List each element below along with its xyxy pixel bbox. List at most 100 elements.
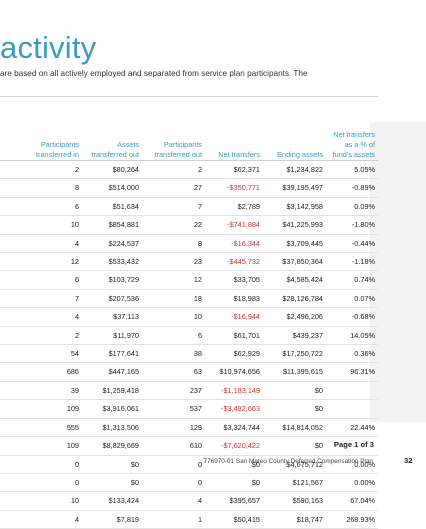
- table-cell: 0.36%: [326, 344, 378, 364]
- column-header-line: transferred out: [154, 150, 202, 159]
- table-cell: $1,313,506: [82, 418, 142, 438]
- table-cell: $533,432: [82, 252, 142, 272]
- table-cell: [326, 436, 378, 456]
- table-cell: $51,634: [82, 197, 142, 217]
- table-cell: 0: [142, 455, 205, 474]
- table-cell: 23: [142, 252, 205, 272]
- table-cell: -$3,482,663: [205, 399, 263, 419]
- table-cell: 12: [142, 270, 205, 290]
- table-row: 39 $1,259,418 237 -$1,183,149 $0: [0, 381, 378, 401]
- column-header-line: transferred in: [36, 150, 79, 159]
- table-cell: 39: [0, 381, 82, 401]
- table-cell: -$445,732: [205, 252, 263, 272]
- table-cell: 0.74%: [326, 270, 378, 290]
- table-cell: $7,819: [82, 510, 142, 529]
- table-cell: 537: [142, 399, 205, 419]
- table-cell: -1.80%: [326, 215, 378, 235]
- column-header-line: fund's assets: [332, 150, 375, 159]
- table-cell: 1: [142, 510, 205, 529]
- table-cell: $2,789: [205, 197, 263, 217]
- table-cell: $4,585,424: [263, 270, 326, 290]
- table-cell: $0: [263, 436, 326, 456]
- table-cell: 10: [0, 215, 82, 235]
- table-cell: -$16,944: [205, 307, 263, 327]
- table-cell: 129: [142, 418, 205, 438]
- table-cell: 109: [0, 436, 82, 456]
- table-cell: 0.09%: [326, 197, 378, 217]
- table-cell: $3,916,061: [82, 399, 142, 419]
- table-row: 10 $854,881 22 -$741,884 $41,225,993 -1.80%: [0, 215, 378, 235]
- table-cell: $8,829,669: [82, 436, 142, 456]
- table-cell: 2: [142, 160, 205, 180]
- table-cell: 2: [0, 326, 82, 346]
- table-cell: 4: [0, 234, 82, 254]
- table-row: 54 $177,641 38 $62,929 $17,250,722 0.36%: [0, 344, 378, 364]
- column-header-line: Participants: [40, 140, 79, 149]
- table-cell: $395,657: [205, 491, 263, 511]
- table-cell: $0: [205, 455, 263, 474]
- table-cell: 6: [0, 270, 82, 290]
- intro-text: are based on all actively employed and s…: [0, 69, 308, 78]
- table-cell: $121,567: [263, 473, 326, 493]
- column-header: Participants transferred out: [142, 127, 205, 161]
- table-cell: 7: [142, 197, 205, 217]
- table-cell: $447,165: [82, 362, 142, 382]
- transfers-table: Participants transferred in Assets transfer…: [0, 127, 378, 529]
- column-header: Ending assets: [263, 127, 326, 161]
- page-title: activity: [0, 30, 97, 65]
- table-cell: 27: [142, 178, 205, 198]
- table-row: 2 $11,970 6 $61,701 $439,237 14.05%: [0, 326, 378, 346]
- column-header-line: Ending assets: [277, 150, 323, 159]
- table-row: 10 $133,424 4 $395,657 $590,163 67.04%: [0, 491, 378, 511]
- table-cell: 0.00%: [326, 455, 378, 474]
- table-cell: 237: [142, 381, 205, 401]
- table-row: 6 $51,634 7 $2,789 $3,142,958 0.09%: [0, 197, 378, 217]
- column-header: Net transfers as a % of fund's assets: [326, 127, 378, 161]
- table-cell: $37,113: [82, 307, 142, 327]
- table-cell: 6: [0, 197, 82, 217]
- table-cell: -0.44%: [326, 234, 378, 254]
- table-cell: -$7,620,422: [205, 436, 263, 456]
- table-cell: 686: [0, 362, 82, 382]
- column-header-line: Net transfers: [333, 130, 375, 139]
- table-header-row: Participants transferred in Assets transfer…: [0, 127, 378, 161]
- table-row: 4 $224,537 8 -$16,344 $3,709,445 -0.44%: [0, 234, 378, 254]
- table-cell: $0: [263, 381, 326, 401]
- table-cell: 0: [0, 473, 82, 493]
- table-cell: $33,705: [205, 270, 263, 290]
- table-cell: $41,225,993: [263, 215, 326, 235]
- table-cell: $11,970: [82, 326, 142, 346]
- page-number: 32: [404, 456, 413, 465]
- table-cell: 0.07%: [326, 289, 378, 309]
- table-cell: 8: [142, 234, 205, 254]
- table-cell: $854,881: [82, 215, 142, 235]
- table-cell: [326, 399, 378, 419]
- divider: [0, 96, 378, 97]
- table-cell: $3,324,744: [205, 418, 263, 438]
- table-cell: $2,496,206: [263, 307, 326, 327]
- table-cell: 8: [0, 178, 82, 198]
- table-cell: $10,974,656: [205, 362, 263, 382]
- table-cell: $18,983: [205, 289, 263, 309]
- table-cell: 18: [142, 289, 205, 309]
- table-cell: $0: [263, 399, 326, 419]
- table-cell: 610: [142, 436, 205, 456]
- table-row: 6 $103,729 12 $33,705 $4,585,424 0.74%: [0, 270, 378, 290]
- table-cell: -1.18%: [326, 252, 378, 272]
- table-cell: $11,395,615: [263, 362, 326, 382]
- table-cell: 67.04%: [326, 491, 378, 511]
- column-header: Net transfers: [205, 127, 263, 161]
- table-cell: [326, 381, 378, 401]
- table-cell: -0.89%: [326, 178, 378, 198]
- table-cell: 4: [142, 491, 205, 511]
- table-cell: $37,850,364: [263, 252, 326, 272]
- table-cell: 0: [0, 455, 82, 474]
- column-header-line: Net transfers: [218, 150, 260, 159]
- table-cell: $17,250,722: [263, 344, 326, 364]
- table-row: 7 $207,536 18 $18,983 $28,126,784 0.07%: [0, 289, 378, 309]
- table-row: 8 $514,000 27 -$350,771 $39,195,497 -0.89%: [0, 178, 378, 198]
- table-cell: $80,264: [82, 160, 142, 180]
- table-cell: $514,000: [82, 178, 142, 198]
- plan-name: 776970-01 San Mateo County Deferred Comp…: [203, 458, 373, 465]
- table-cell: $3,709,445: [263, 234, 326, 254]
